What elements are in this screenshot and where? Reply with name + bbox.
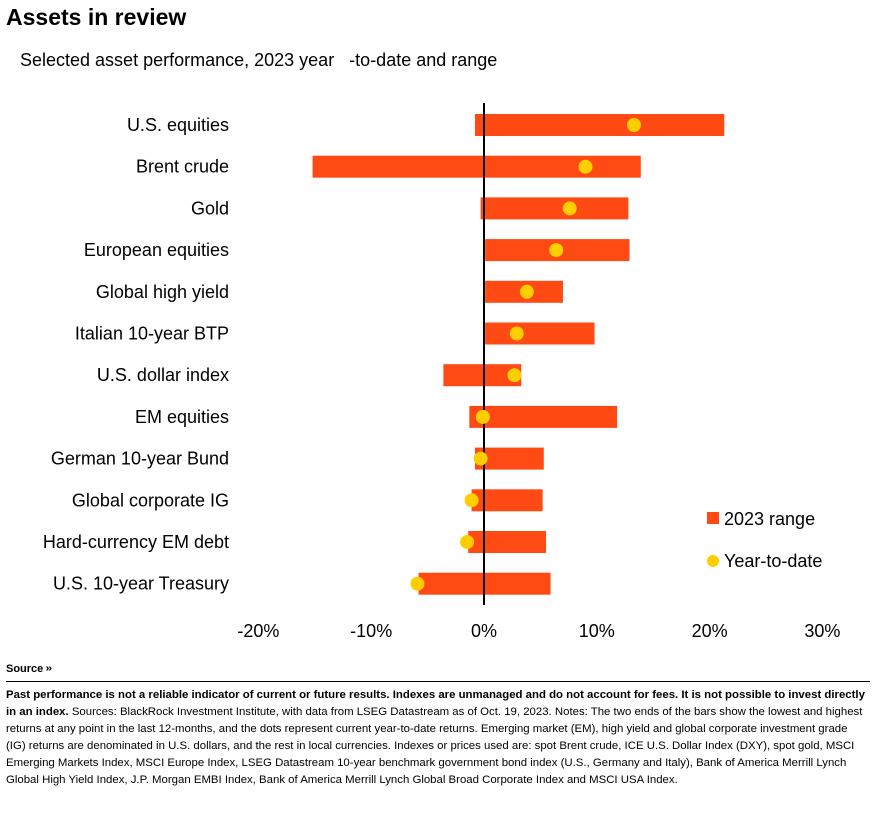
range-bar — [471, 489, 543, 512]
range-bar — [474, 447, 544, 470]
category-label: Italian 10-year BTP — [75, 324, 229, 344]
range-bar — [443, 364, 522, 387]
ytd-dot — [578, 159, 593, 174]
ytd-dot — [473, 451, 488, 466]
ytd-dots-layer — [410, 118, 642, 591]
legend: 2023 range Year-to-date — [707, 509, 822, 571]
ytd-dot — [475, 409, 490, 424]
category-label: German 10-year Bund — [51, 449, 229, 469]
category-label: U.S. equities — [127, 115, 229, 135]
ytd-dot — [507, 368, 522, 383]
range-bar — [312, 155, 641, 178]
source-notes: Past performance is not a reliable indic… — [6, 687, 868, 789]
legend-range-label: 2023 range — [724, 509, 815, 529]
x-tick-label: -10% — [350, 621, 392, 641]
notes-text: Sources: BlackRock Investment Institute,… — [6, 706, 863, 786]
ytd-dot — [549, 243, 564, 258]
chart-subtitle: Selected asset performance, 2023 year -t… — [20, 50, 498, 70]
category-label: Global corporate IG — [72, 490, 229, 510]
range-bar — [480, 197, 629, 220]
ytd-dot — [410, 576, 425, 591]
category-label: Brent crude — [136, 157, 229, 177]
x-tick-label: -20% — [237, 621, 279, 641]
divider — [6, 681, 870, 682]
category-label: Hard-currency EM debt — [43, 532, 229, 552]
range-bar — [468, 531, 547, 553]
disclaimer-text: Past performance is not a reliable indic… — [6, 689, 865, 718]
category-label: European equities — [84, 240, 229, 260]
category-label: Global high yield — [96, 282, 229, 302]
category-label: EM equities — [135, 407, 229, 427]
x-tick-labels-layer: -20% -10% 0% 10% 20% 30% — [237, 621, 840, 641]
x-tick-label: 30% — [804, 621, 840, 641]
ytd-dot — [509, 326, 524, 341]
double-chevron-down-icon: » — [45, 663, 53, 674]
x-tick-label: 20% — [692, 621, 728, 641]
x-tick-label: 10% — [579, 621, 615, 641]
category-label: U.S. dollar index — [97, 365, 229, 385]
range-chart: U.S. equities Brent crude Gold European equ… — [43, 103, 840, 641]
range-bar — [474, 114, 725, 136]
ytd-dot — [464, 493, 479, 508]
ytd-dot — [460, 535, 475, 549]
legend-ytd-swatch — [707, 555, 719, 567]
ytd-dot — [627, 118, 642, 132]
x-tick-label: 0% — [471, 621, 497, 641]
source-label: Source — [6, 663, 44, 675]
legend-ytd-label: Year-to-date — [724, 551, 822, 571]
category-label: Gold — [191, 198, 229, 218]
source-toggle[interactable]: Source » — [6, 663, 52, 675]
chart-title: Assets in review — [6, 4, 187, 30]
range-bars-layer — [312, 114, 725, 595]
category-label: U.S. 10-year Treasury — [53, 574, 229, 594]
legend-range-swatch — [707, 512, 719, 524]
range-bar — [485, 322, 595, 345]
ytd-dot — [519, 284, 534, 299]
ytd-dot — [562, 201, 577, 216]
range-bar — [469, 405, 618, 428]
category-labels-layer: U.S. equities Brent crude Gold European equ… — [43, 115, 229, 594]
